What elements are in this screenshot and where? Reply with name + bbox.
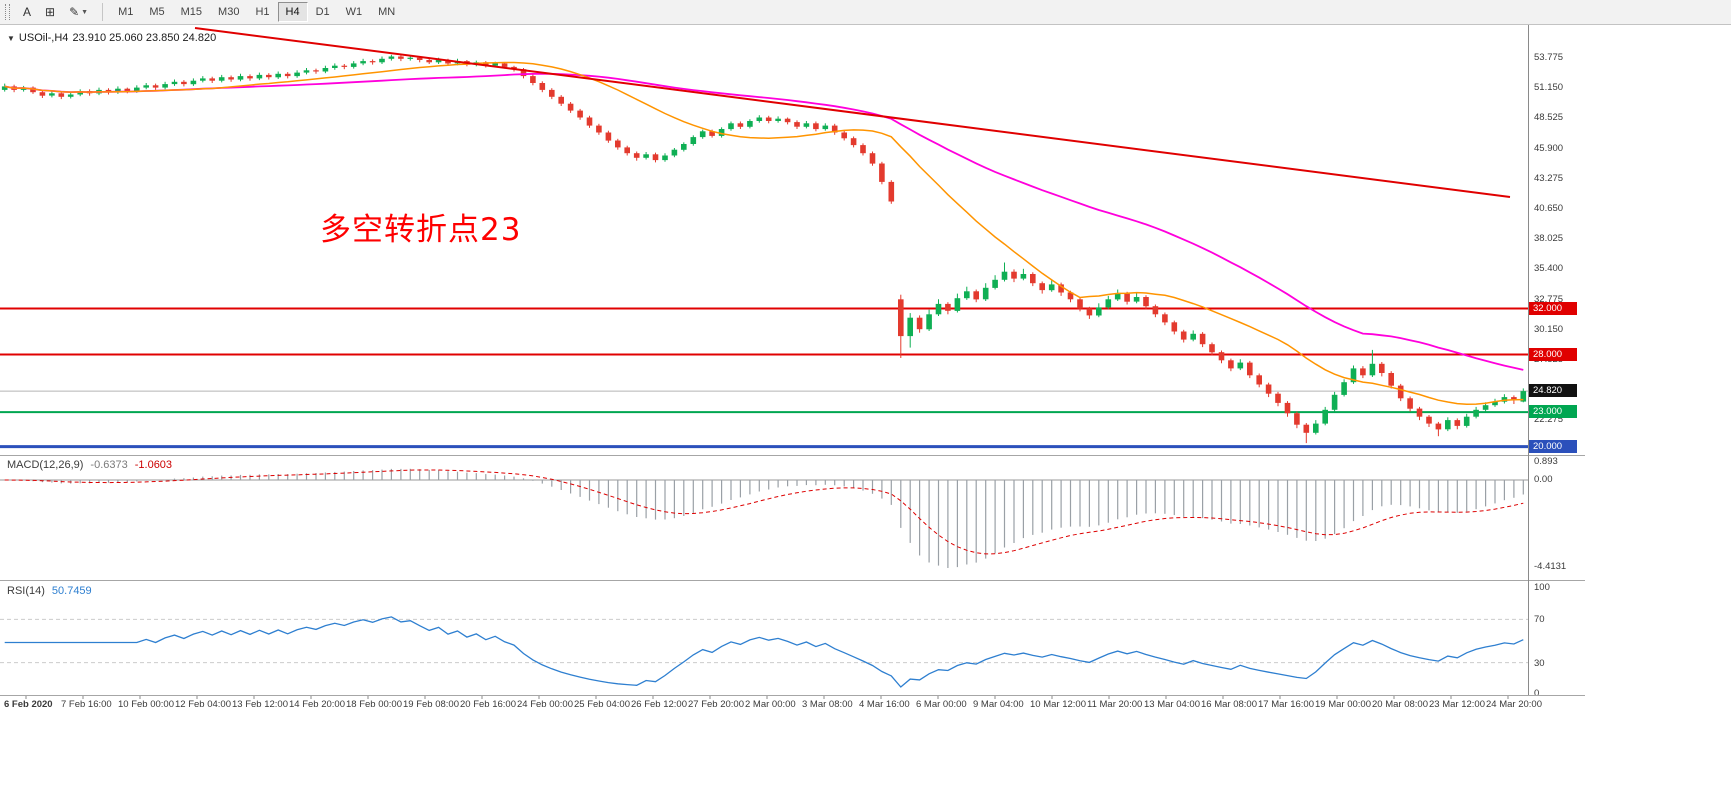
price-tag-32.000: 32.000 bbox=[1529, 301, 1577, 315]
toolbar-separator bbox=[102, 3, 104, 21]
rsi-axis-label: 70 bbox=[1534, 614, 1545, 626]
time-axis-label: 20 Feb 16:00 bbox=[460, 699, 516, 710]
time-axis-label: 16 Mar 08:00 bbox=[1201, 699, 1257, 710]
time-axis-label: 27 Feb 20:00 bbox=[688, 699, 744, 710]
rsi-axis-label: 30 bbox=[1534, 657, 1545, 669]
time-axis-label: 14 Feb 20:00 bbox=[289, 699, 345, 710]
time-axis-label: 2 Mar 00:00 bbox=[745, 699, 796, 710]
rsi-axis-label: 0 bbox=[1534, 688, 1540, 699]
time-axis-label: 13 Feb 12:00 bbox=[232, 699, 288, 710]
price-axis-label: 30.150 bbox=[1534, 323, 1564, 335]
price-axis-label: 35.400 bbox=[1534, 263, 1564, 275]
price-axis-label: 38.025 bbox=[1534, 233, 1564, 245]
panel-separator-rsi[interactable] bbox=[0, 580, 1585, 581]
chevron-down-icon: ▼ bbox=[81, 8, 89, 16]
macd-axis-label: 0.893 bbox=[1534, 456, 1558, 468]
time-axis-label: 25 Feb 04:00 bbox=[574, 699, 630, 710]
price-axis-label: 43.275 bbox=[1534, 172, 1564, 184]
rsi-title: RSI(14) bbox=[7, 585, 45, 597]
time-axis-label: 18 Feb 00:00 bbox=[346, 699, 402, 710]
timeframe-button-M15[interactable]: M15 bbox=[173, 2, 210, 22]
timeframe-button-M1[interactable]: M1 bbox=[110, 2, 141, 22]
timeframe-group: M1 M5 M15 M30 H1 H4 D1 W1 MN bbox=[110, 2, 403, 22]
time-axis-label: 7 Feb 16:00 bbox=[61, 699, 112, 710]
time-axis-label: 11 Mar 20:00 bbox=[1087, 699, 1143, 710]
symbol-timeframe-label: USOil-,H4 bbox=[18, 32, 69, 44]
time-axis-label: 3 Mar 08:00 bbox=[802, 699, 853, 710]
macd-main-value: -0.6373 bbox=[90, 459, 128, 471]
ohlc-values: 23.910 25.060 23.850 24.820 bbox=[72, 32, 217, 44]
price-tag-28.000: 28.000 bbox=[1529, 347, 1577, 361]
draw-tool-button[interactable]: ✎ ▼ bbox=[62, 2, 95, 22]
rsi-canvas[interactable] bbox=[0, 581, 1528, 694]
price-axis-label: 40.650 bbox=[1534, 202, 1564, 214]
time-axis-label: 10 Mar 12:00 bbox=[1030, 699, 1086, 710]
price-axis-label: 32.775 bbox=[1534, 293, 1564, 305]
time-axis-label: 10 Feb 00:00 bbox=[118, 699, 174, 710]
time-axis-label: 6 Mar 00:00 bbox=[916, 699, 967, 710]
shapes-tool-button[interactable]: ⊞ bbox=[38, 2, 62, 22]
price-axis-label: 45.900 bbox=[1534, 142, 1564, 154]
timeframe-button-H1[interactable]: H1 bbox=[247, 2, 277, 22]
time-axis-label: 9 Mar 04:00 bbox=[973, 699, 1024, 710]
price-axis-label: 48.525 bbox=[1534, 112, 1564, 124]
time-axis-label: 24 Mar 20:00 bbox=[1486, 699, 1542, 710]
time-axis[interactable]: 6 Feb 2020 7 Feb 16:00 10 Feb 00:00 12 Feb … bbox=[0, 695, 1585, 717]
time-axis-label: 20 Mar 08:00 bbox=[1372, 699, 1428, 710]
time-axis-label: 23 Mar 12:00 bbox=[1429, 699, 1485, 710]
timeframe-button-W1[interactable]: W1 bbox=[338, 2, 371, 22]
time-axis-label: 19 Feb 08:00 bbox=[403, 699, 459, 710]
price-axis-label: 22.275 bbox=[1534, 414, 1564, 426]
timeframe-button-D1[interactable]: D1 bbox=[308, 2, 338, 22]
chart-header: ▼ USOil-,H4 23.910 25.060 23.850 24.820 bbox=[7, 32, 220, 44]
toolbar-grip[interactable] bbox=[5, 4, 10, 20]
rsi-label: RSI(14) 50.7459 bbox=[7, 585, 92, 597]
macd-title: MACD(12,26,9) bbox=[7, 459, 84, 471]
price-axis-border bbox=[1528, 25, 1529, 695]
tool-group: A ⊞ ✎ ▼ bbox=[16, 2, 95, 22]
price-axis-label: 53.775 bbox=[1534, 51, 1564, 63]
macd-canvas[interactable] bbox=[0, 456, 1528, 578]
time-axis-label: 13 Mar 04:00 bbox=[1144, 699, 1200, 710]
time-axis-label: 26 Feb 12:00 bbox=[631, 699, 687, 710]
chart-annotation-text: 多空转折点23 bbox=[320, 212, 522, 248]
time-axis-label: 6 Feb 2020 bbox=[4, 699, 53, 710]
panel-separator-bottom bbox=[0, 695, 1585, 696]
price-tag-20.000: 20.000 bbox=[1529, 439, 1577, 453]
main-chart-canvas[interactable] bbox=[0, 25, 1528, 455]
rsi-value: 50.7459 bbox=[51, 585, 92, 597]
timeframe-button-M5[interactable]: M5 bbox=[141, 2, 172, 22]
price-axis-label: 51.150 bbox=[1534, 82, 1564, 94]
toolbar: A ⊞ ✎ ▼ M1 M5 M15 M30 H1 H4 D1 W1 MN bbox=[0, 0, 1731, 25]
timeframe-button-MN[interactable]: MN bbox=[370, 2, 403, 22]
chart-collapse-icon[interactable]: ▼ bbox=[7, 34, 15, 43]
macd-axis-label: -4.4131 bbox=[1534, 561, 1567, 573]
time-axis-label: 4 Mar 16:00 bbox=[859, 699, 910, 710]
time-axis-label: 19 Mar 00:00 bbox=[1315, 699, 1371, 710]
panel-separator-macd[interactable] bbox=[0, 455, 1585, 456]
macd-axis-label: 0.00 bbox=[1534, 474, 1553, 485]
time-axis-label: 17 Mar 16:00 bbox=[1258, 699, 1314, 710]
annotation-tool-button[interactable]: A bbox=[16, 2, 38, 22]
time-axis-label: 12 Feb 04:00 bbox=[175, 699, 231, 710]
timeframe-button-M30[interactable]: M30 bbox=[210, 2, 247, 22]
macd-signal-value: -1.0603 bbox=[134, 459, 173, 471]
price-tag-23.000: 23.000 bbox=[1529, 405, 1577, 419]
rsi-axis-label: 100 bbox=[1534, 582, 1550, 593]
timeframe-button-H4[interactable]: H4 bbox=[277, 2, 308, 22]
price-tag-24.820: 24.820 bbox=[1529, 384, 1577, 398]
macd-label: MACD(12,26,9) -0.6373 -1.0603 bbox=[7, 459, 172, 471]
time-axis-label: 24 Feb 00:00 bbox=[517, 699, 573, 710]
